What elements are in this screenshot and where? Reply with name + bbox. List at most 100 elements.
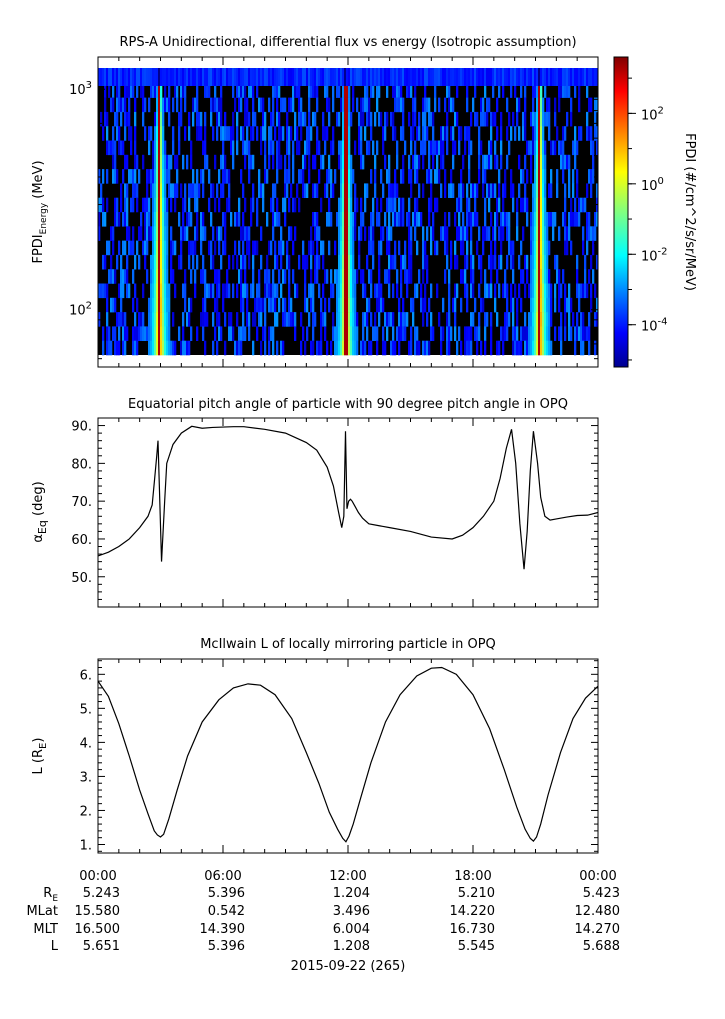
spectrogram-cell <box>284 297 287 313</box>
spectrogram-cell <box>522 111 525 127</box>
spectrogram-cell <box>448 340 451 356</box>
spectrogram-cell <box>202 169 205 184</box>
spectrogram-cell <box>416 240 419 256</box>
spectrogram-cell <box>400 126 403 141</box>
spectrogram-cell <box>438 140 441 156</box>
spectrogram-cell <box>450 183 453 198</box>
spectrogram-top-band-cell <box>462 68 465 86</box>
spectrogram-cell <box>394 197 397 213</box>
spectrogram-top-band-cell <box>218 68 221 86</box>
spectrogram-cell <box>132 197 135 213</box>
spectrogram-top-band-cell <box>230 68 233 86</box>
spectrogram-cell <box>578 326 581 341</box>
spectrogram-cell <box>260 312 263 327</box>
spectrogram-cell <box>388 269 391 284</box>
spectrogram-cell <box>370 240 373 256</box>
spectrogram-cell <box>328 154 331 170</box>
spectrogram-cell <box>510 183 513 198</box>
spectrogram-top-band-cell <box>344 68 347 86</box>
spectrogram-top-band-cell <box>486 68 489 86</box>
spectrogram-top-band-cell <box>548 68 551 86</box>
y-tick-label: 6. <box>80 668 92 683</box>
spectrogram-cell <box>122 97 125 113</box>
spectrogram-cell <box>150 169 153 184</box>
spectrogram-cell <box>554 212 557 227</box>
spectrogram-cell <box>482 97 485 113</box>
spectrogram-cell <box>272 297 275 313</box>
spectrogram-cell <box>474 212 477 227</box>
spectrogram-cell <box>336 83 339 98</box>
spectrogram-cell <box>490 111 493 127</box>
spectrogram-cell <box>448 212 451 227</box>
spectrogram-cell <box>98 283 101 299</box>
spectrogram-cell <box>370 226 373 241</box>
spectrogram-top-band-cell <box>202 68 205 86</box>
spectrogram-cell <box>150 126 153 141</box>
spectrogram-cell <box>232 254 235 270</box>
spectrogram-cell <box>212 254 215 270</box>
spectrogram-cell <box>266 169 269 184</box>
spectrogram-cell <box>546 326 549 341</box>
spectrogram-cell <box>316 212 319 227</box>
spectrogram-cell <box>162 97 165 113</box>
spectrogram-cell <box>544 240 547 256</box>
spectrogram-cell <box>408 197 411 213</box>
spectrogram-cell <box>540 326 543 341</box>
spectrogram-cell <box>170 254 173 270</box>
spectrogram-cell <box>354 197 357 213</box>
spectrogram-cell <box>318 283 321 299</box>
spectrogram-cell <box>550 283 553 299</box>
spectrogram-cell <box>500 140 503 156</box>
spectrogram-cell <box>116 254 119 270</box>
spectrogram-top-band-cell <box>102 68 105 86</box>
spectrogram-cell <box>352 326 355 341</box>
spectrogram-cell <box>312 240 315 256</box>
spectrogram-cell <box>536 297 539 313</box>
spectrogram-cell <box>384 212 387 227</box>
spectrogram-cell <box>566 83 569 98</box>
spectrogram-cell <box>368 226 371 241</box>
spectrogram-cell <box>322 312 325 327</box>
spectrogram-top-band-cell <box>482 68 485 86</box>
ephemeris-value: 14.270 <box>575 922 621 937</box>
spectrogram-cell <box>272 83 275 98</box>
spectrogram-cell <box>174 83 177 98</box>
spectrogram-cell <box>358 240 361 256</box>
spectrogram-top-band-cell <box>298 68 301 86</box>
spectrogram-cell <box>450 169 453 184</box>
spectrogram-cell <box>484 340 487 356</box>
spectrogram-cell <box>268 297 271 313</box>
spectrogram-cell <box>460 240 463 256</box>
spectrogram-cell <box>250 283 253 299</box>
spectrogram-cell <box>544 183 547 198</box>
spectrogram-cell <box>226 126 229 141</box>
spectrogram-cell <box>168 154 171 170</box>
spectrogram-cell <box>400 269 403 284</box>
spectrogram-cell <box>586 283 589 299</box>
spectrogram-cell <box>366 297 369 313</box>
spectrogram-cell <box>236 283 239 299</box>
spectrogram-cell <box>216 97 219 113</box>
spectrogram-cell <box>386 83 389 98</box>
spectrogram-cell <box>152 169 155 184</box>
spectrogram-cell <box>542 183 545 198</box>
spectrogram-cell <box>358 126 361 141</box>
spectrogram-cell <box>384 340 387 356</box>
spectrogram-cell <box>422 240 425 256</box>
spectrogram-top-band-cell <box>128 68 131 86</box>
spectrogram-cell <box>276 169 279 184</box>
spectrogram-cell <box>304 254 307 270</box>
spectrogram-cell <box>172 140 175 156</box>
spectrogram-top-band-cell <box>566 68 569 86</box>
spectrogram-cell <box>150 83 153 98</box>
spectrogram-cell <box>534 140 537 156</box>
spectrogram-cell <box>184 297 187 313</box>
spectrogram-cell <box>558 83 561 98</box>
spectrogram-cell <box>272 197 275 213</box>
spectrogram-cell <box>528 326 531 341</box>
spectrogram-cell <box>248 326 251 341</box>
spectrogram-top-band-cell <box>248 68 251 86</box>
spectrogram-cell <box>154 326 157 341</box>
spectrogram-cell <box>474 183 477 198</box>
spectrogram-cell <box>548 126 551 141</box>
